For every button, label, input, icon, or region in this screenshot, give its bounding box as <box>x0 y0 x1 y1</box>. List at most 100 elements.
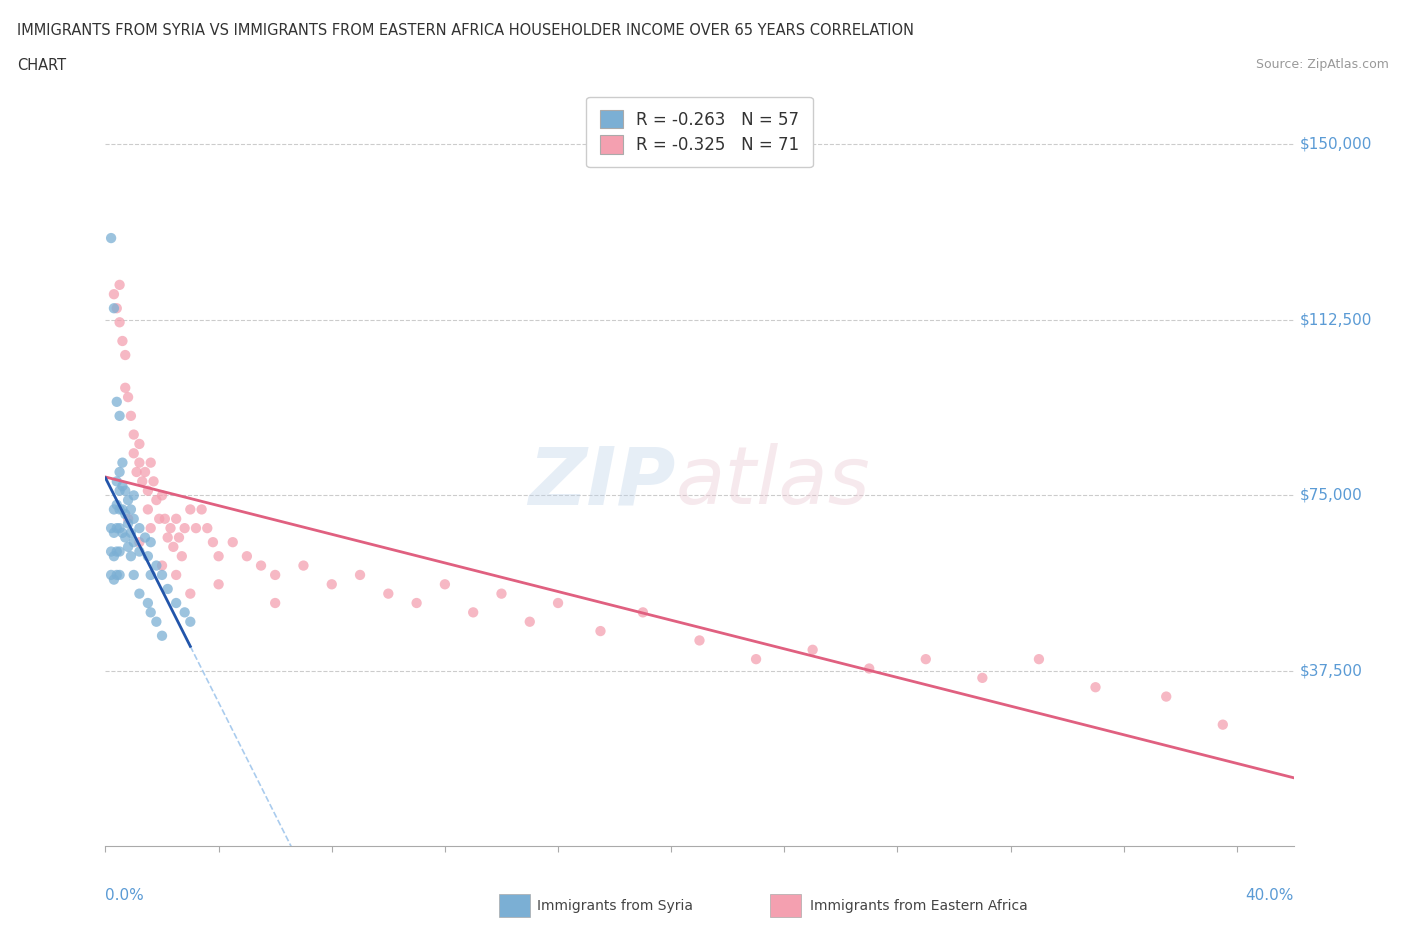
Point <box>207 549 229 564</box>
Point <box>114 348 136 363</box>
Point <box>100 231 122 246</box>
Point <box>120 408 142 423</box>
Point <box>111 334 134 349</box>
Point <box>117 512 139 526</box>
Point <box>131 474 153 489</box>
Point <box>139 521 162 536</box>
Point <box>321 577 343 591</box>
Point <box>801 643 824 658</box>
Text: Source: ZipAtlas.com: Source: ZipAtlas.com <box>1256 58 1389 71</box>
Point <box>108 465 131 480</box>
Point <box>128 455 150 470</box>
Point <box>134 465 156 480</box>
Point <box>117 390 139 405</box>
Point <box>170 549 193 564</box>
Point <box>111 455 134 470</box>
Point <box>153 512 176 526</box>
Point <box>103 286 125 301</box>
Text: $37,500: $37,500 <box>1299 663 1362 678</box>
Point <box>162 539 184 554</box>
Point <box>139 567 162 582</box>
Text: $150,000: $150,000 <box>1299 137 1372 152</box>
Point <box>173 604 195 619</box>
Point <box>108 521 131 536</box>
Point <box>167 530 190 545</box>
Point <box>128 544 150 559</box>
Point <box>122 445 145 460</box>
Point <box>128 586 150 601</box>
Point <box>1154 689 1177 704</box>
Text: IMMIGRANTS FROM SYRIA VS IMMIGRANTS FROM EASTERN AFRICA HOUSEHOLDER INCOME OVER : IMMIGRANTS FROM SYRIA VS IMMIGRANTS FROM… <box>17 23 914 38</box>
Point <box>689 633 711 648</box>
Point <box>491 586 513 601</box>
Point <box>165 512 187 526</box>
Point <box>142 474 165 489</box>
Point <box>972 671 994 685</box>
Text: $112,500: $112,500 <box>1299 312 1372 327</box>
Point <box>145 493 167 508</box>
Point <box>292 558 315 573</box>
Point <box>122 567 145 582</box>
Point <box>108 567 131 582</box>
Point <box>136 484 159 498</box>
Point <box>745 652 768 667</box>
Text: atlas: atlas <box>676 444 870 522</box>
Point <box>108 502 131 517</box>
Point <box>114 530 136 545</box>
Point <box>105 567 128 582</box>
Point <box>463 604 485 619</box>
Point <box>103 300 125 315</box>
Point <box>100 567 122 582</box>
Point <box>108 315 131 330</box>
Point <box>108 277 131 292</box>
Point <box>114 380 136 395</box>
Point <box>139 604 162 619</box>
Point <box>264 595 287 610</box>
Point <box>105 521 128 536</box>
Point <box>148 512 170 526</box>
Point <box>128 535 150 550</box>
Point <box>1212 717 1234 732</box>
Point <box>201 535 224 550</box>
Point <box>184 521 207 536</box>
Point <box>105 544 128 559</box>
Point <box>122 512 145 526</box>
Point <box>100 521 122 536</box>
Text: Immigrants from Eastern Africa: Immigrants from Eastern Africa <box>810 898 1028 913</box>
Point <box>120 502 142 517</box>
Point <box>111 502 134 517</box>
Text: $75,000: $75,000 <box>1299 488 1362 503</box>
Point <box>108 408 131 423</box>
Text: 40.0%: 40.0% <box>1246 888 1294 903</box>
Point <box>156 581 179 596</box>
Text: ZIP: ZIP <box>529 444 676 522</box>
Point <box>120 525 142 540</box>
Point <box>114 507 136 522</box>
Point <box>159 521 181 536</box>
Point <box>105 394 128 409</box>
Point <box>165 567 187 582</box>
Point <box>264 567 287 582</box>
Point <box>108 484 131 498</box>
Point <box>250 558 273 573</box>
Point <box>1084 680 1107 695</box>
Point <box>136 549 159 564</box>
Point <box>433 577 456 591</box>
Point <box>105 498 128 512</box>
Point <box>179 586 201 601</box>
Point <box>128 521 150 536</box>
Point <box>134 530 156 545</box>
Point <box>222 535 245 550</box>
Point <box>117 516 139 531</box>
Point <box>136 595 159 610</box>
Point <box>122 535 145 550</box>
Point <box>117 493 139 508</box>
Point <box>100 544 122 559</box>
Point <box>139 455 162 470</box>
Point <box>207 577 229 591</box>
Point <box>631 604 654 619</box>
Point <box>173 521 195 536</box>
Point <box>105 474 128 489</box>
Point <box>117 539 139 554</box>
Point <box>111 479 134 494</box>
